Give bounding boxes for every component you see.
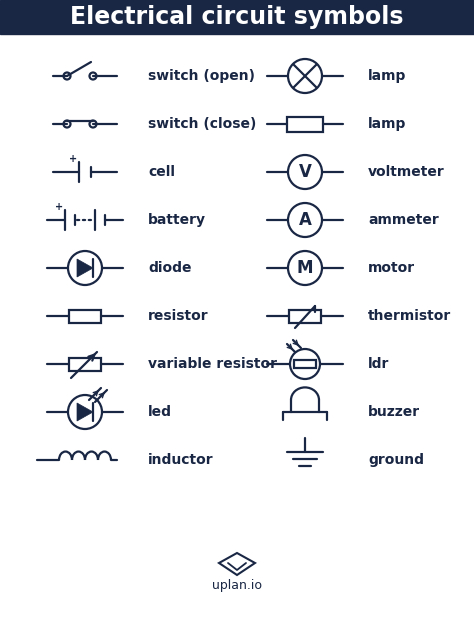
Text: thermistor: thermistor (368, 309, 451, 323)
Bar (69, 358, 101, 370)
Text: led: led (148, 405, 172, 419)
Text: lamp: lamp (368, 117, 406, 131)
Text: uplan.io: uplan.io (212, 579, 262, 593)
Text: variable resistor: variable resistor (148, 357, 277, 371)
Text: +: + (55, 202, 63, 212)
Text: M: M (297, 259, 313, 277)
Text: ammeter: ammeter (368, 213, 439, 227)
Text: switch (close): switch (close) (148, 117, 256, 131)
Text: lamp: lamp (368, 69, 406, 83)
Polygon shape (77, 259, 93, 277)
Text: ldr: ldr (368, 357, 389, 371)
Text: A: A (299, 211, 311, 229)
Text: cell: cell (148, 165, 175, 179)
Text: ground: ground (368, 453, 424, 467)
Text: diode: diode (148, 261, 191, 275)
Bar (287, 117, 323, 131)
Bar (0, 0, 474, 34)
Text: V: V (299, 163, 311, 181)
Text: Electrical circuit symbols: Electrical circuit symbols (70, 5, 404, 29)
Polygon shape (77, 403, 93, 421)
Text: resistor: resistor (148, 309, 209, 323)
Text: +: + (69, 154, 77, 164)
Text: motor: motor (368, 261, 415, 275)
Bar (289, 309, 321, 323)
Text: buzzer: buzzer (368, 405, 420, 419)
Text: battery: battery (148, 213, 206, 227)
Text: switch (open): switch (open) (148, 69, 255, 83)
Text: inductor: inductor (148, 453, 214, 467)
Bar (294, 360, 316, 368)
Text: voltmeter: voltmeter (368, 165, 445, 179)
Bar (69, 309, 101, 323)
